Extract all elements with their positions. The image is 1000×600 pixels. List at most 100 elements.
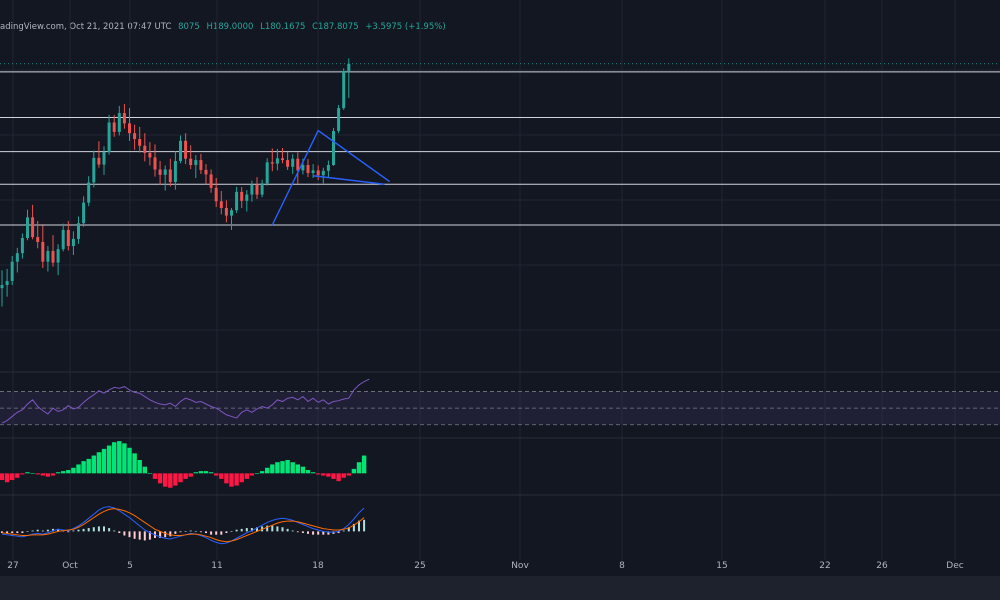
candle — [92, 150, 96, 188]
candle — [87, 176, 91, 207]
candle-body — [87, 182, 91, 203]
candle — [230, 207, 233, 230]
macd-histogram-bar — [301, 531, 304, 534]
macd-histogram-bar — [164, 531, 167, 538]
candle-body — [255, 184, 259, 195]
histogram-bar — [203, 471, 209, 474]
histogram-bar — [96, 452, 102, 474]
x-tick-label: Oct — [62, 561, 78, 571]
candle-body — [102, 152, 106, 165]
histogram-bar — [198, 471, 204, 474]
histogram-bar — [50, 473, 56, 476]
macd-histogram-bar — [113, 530, 116, 532]
candle — [10, 255, 14, 285]
candle — [194, 155, 198, 178]
macd-histogram-bar — [322, 531, 325, 535]
candle-body — [240, 191, 244, 201]
histogram-bar — [137, 460, 142, 474]
histogram-bar — [275, 462, 280, 474]
histogram-bar — [20, 473, 25, 475]
candle — [61, 223, 65, 252]
macd-histogram-bar — [240, 528, 243, 532]
macd-histogram-bar — [184, 531, 187, 532]
candle — [36, 220, 40, 249]
histogram-bar — [336, 473, 341, 482]
rsi-pane — [0, 378, 1000, 426]
histogram-bar — [219, 473, 224, 479]
histogram-bar — [265, 467, 270, 474]
macd-histogram-bar — [215, 531, 218, 535]
candle-body — [82, 202, 86, 224]
candle — [0, 270, 4, 307]
histogram-bar — [25, 472, 30, 474]
histogram-bar — [321, 473, 326, 476]
candle-body — [112, 122, 116, 132]
pattern-lower-line — [313, 175, 385, 185]
candle-body — [10, 261, 14, 281]
histogram-bar — [112, 442, 117, 474]
macd-histogram-bar — [21, 531, 24, 534]
candle — [168, 158, 172, 187]
histogram-bar — [224, 473, 229, 484]
histogram-bar — [310, 472, 316, 474]
macd-histogram-bar — [210, 531, 213, 535]
x-tick-label: Nov — [511, 561, 529, 571]
histogram-bar — [326, 473, 331, 477]
histogram-bar — [300, 466, 306, 474]
candle — [291, 154, 295, 174]
source-label: adingView.com, Oct 21, 2021 07:47 UTC — [0, 22, 172, 32]
candle-body — [286, 160, 290, 167]
macd-histogram-bar — [67, 531, 70, 533]
low-value: L180.1675 — [260, 22, 306, 32]
macd-histogram-bar — [143, 531, 146, 541]
candle-body — [71, 238, 75, 247]
histogram-bar — [234, 473, 239, 486]
histogram-bar — [208, 472, 214, 474]
candle-body — [77, 223, 80, 239]
candle — [321, 167, 325, 184]
candle-body — [204, 169, 208, 175]
candle — [306, 159, 310, 178]
macd-histogram-bar — [159, 531, 162, 538]
candle — [311, 164, 315, 178]
candle-body — [224, 207, 228, 216]
macd-histogram-bar — [174, 531, 177, 534]
x-tick-label: Dec — [946, 561, 963, 571]
macd-histogram-bar — [128, 531, 131, 538]
candle-body — [107, 122, 111, 153]
candle-body — [148, 152, 152, 158]
macd-histogram-bar — [87, 528, 90, 532]
histogram-bar — [66, 470, 71, 474]
macd-histogram-bar — [312, 531, 315, 535]
candle-body — [158, 169, 162, 175]
footer-bar — [0, 576, 1000, 600]
histogram-bar — [173, 473, 178, 486]
histogram-bar — [117, 441, 122, 474]
histogram-bar — [188, 473, 193, 477]
candle-body — [347, 63, 351, 71]
histogram-bar — [229, 473, 234, 487]
candle — [184, 133, 188, 165]
candle — [316, 165, 320, 181]
candle — [112, 114, 116, 137]
macd-histogram-bar — [327, 531, 330, 535]
macd-histogram-bar — [332, 531, 335, 534]
histogram-bar — [244, 473, 249, 479]
candle-body — [97, 157, 101, 165]
candle-body — [51, 250, 55, 263]
candle — [255, 177, 259, 200]
ohlc-header: adingView.com, Oct 21, 2021 07:47 UTC 80… — [0, 22, 446, 32]
candle-body — [46, 250, 50, 262]
rsi-line — [1, 378, 370, 424]
candle-body — [337, 108, 341, 131]
histogram-bar — [305, 470, 311, 474]
candle — [77, 216, 80, 244]
histogram-bar — [351, 468, 357, 474]
histogram-bar — [356, 462, 362, 474]
candle — [270, 148, 274, 172]
candle-body — [179, 140, 182, 161]
candle-body — [326, 165, 330, 171]
histogram-bar — [61, 471, 66, 474]
histogram-bar — [4, 473, 10, 483]
